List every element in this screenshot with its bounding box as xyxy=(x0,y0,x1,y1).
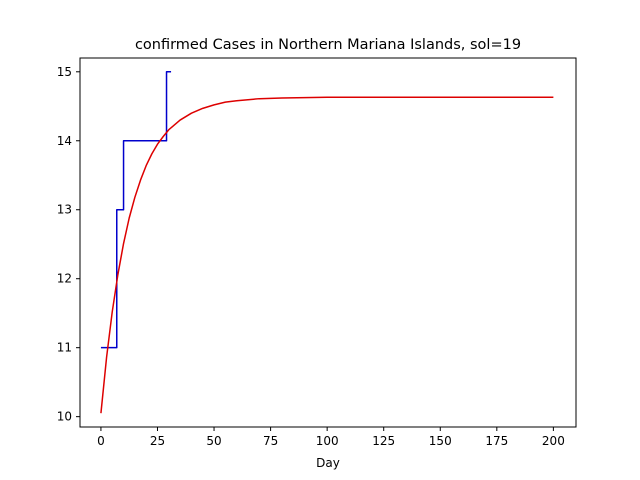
x-tick-label: 200 xyxy=(542,434,565,448)
x-tick-label: 100 xyxy=(316,434,339,448)
y-tick-label: 15 xyxy=(57,65,72,79)
x-axis-label: Day xyxy=(316,456,340,470)
axis-ticks: 0 25 50 75 100 125 150 175 200 10 11 12 13 14 15 xyxy=(57,65,565,448)
plot-area xyxy=(100,71,554,414)
x-tick-label: 175 xyxy=(485,434,508,448)
x-tick-label: 25 xyxy=(150,434,165,448)
chart-title: confirmed Cases in Northern Mariana Isla… xyxy=(135,37,521,53)
x-tick-label: 75 xyxy=(263,434,278,448)
x-tick-label: 150 xyxy=(429,434,452,448)
y-tick-label: 14 xyxy=(57,134,72,148)
y-tick-label: 10 xyxy=(57,410,72,424)
y-tick-label: 12 xyxy=(57,272,72,286)
axes-frame xyxy=(79,57,577,428)
x-tick-label: 125 xyxy=(372,434,395,448)
x-tick-label: 50 xyxy=(206,434,221,448)
y-tick-label: 13 xyxy=(57,203,72,217)
y-tick-label: 11 xyxy=(57,341,72,355)
series-line-fit xyxy=(100,96,554,414)
x-tick-label: 0 xyxy=(97,434,105,448)
